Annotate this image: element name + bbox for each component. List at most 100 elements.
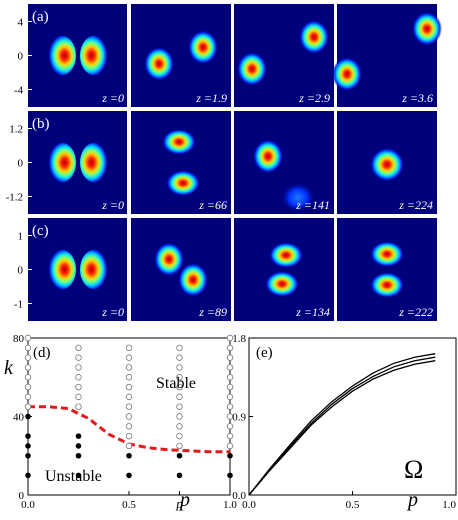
stable-point: [125, 432, 133, 440]
stable-point: [24, 334, 32, 342]
stable-point: [75, 403, 82, 410]
density-blob: [162, 128, 196, 155]
density-panel: z =89: [131, 218, 231, 321]
density-blob: [178, 262, 208, 297]
stable-point: [226, 413, 234, 420]
x-tick-label: 1.0: [442, 499, 456, 511]
frequency-panel: 0.0 0.5 1.0 0.0 0.9 1.8 (e) Ω p: [232, 333, 457, 511]
density-blob: [46, 249, 76, 290]
density-panel: z =2.9: [234, 4, 334, 107]
stable-point: [125, 442, 133, 450]
row-y-tick-label: -4: [14, 84, 24, 96]
region-label-unstable: Unstable: [45, 468, 102, 485]
stable-point: [176, 374, 183, 381]
stable-point: [226, 334, 234, 342]
density-blob: [370, 271, 404, 298]
panel-background: [234, 218, 334, 321]
y-tick-label: 0.9: [232, 412, 246, 424]
panel-label: (a): [32, 9, 49, 25]
density-panel: z =0 (b): [28, 111, 128, 214]
row-y-tick-label: -1: [14, 298, 23, 310]
density-blob: [370, 147, 404, 182]
unstable-point: [25, 413, 31, 420]
x-tick-label: 1.0: [223, 499, 237, 511]
stable-point: [176, 364, 183, 371]
stable-point: [125, 374, 133, 381]
density-panel: z =0 (a): [28, 4, 128, 107]
density-blob: [46, 142, 76, 183]
stable-point: [24, 364, 32, 371]
unstable-point: [25, 472, 31, 479]
row-y-tick-label: 1: [18, 231, 24, 243]
stable-point: [125, 354, 133, 361]
z-label: z =89: [198, 305, 227, 319]
stable-point: [75, 374, 82, 381]
stable-point: [226, 344, 234, 352]
frequency-curve: [248, 356, 436, 496]
panel-background: [131, 111, 231, 214]
stable-point: [125, 423, 133, 430]
density-blob: [281, 182, 315, 213]
stable-point: [75, 383, 82, 391]
row-y-tick-label: 0: [18, 265, 24, 277]
x-tick-label: 0.5: [122, 499, 136, 511]
stable-point: [226, 364, 234, 371]
stable-point: [125, 393, 133, 401]
density-panel: z =141: [234, 111, 334, 214]
density-blob: [144, 46, 174, 81]
unstable-point: [126, 452, 132, 459]
stable-point: [226, 432, 234, 440]
density-panel: z =134: [234, 218, 334, 321]
y-tick-label: 80: [13, 333, 25, 345]
unstable-point: [25, 443, 31, 449]
density-panel: z =224: [337, 111, 437, 214]
omega-annotation: Ω: [404, 455, 423, 484]
panel-label: (b): [32, 116, 50, 132]
density-blob: [253, 139, 283, 174]
phase-diagram-y-label: k: [4, 357, 14, 379]
panel-label: (c): [32, 223, 49, 239]
stable-point: [24, 383, 32, 391]
stable-point: [125, 413, 133, 420]
y-tick-label: 0.0: [232, 490, 246, 502]
density-blob: [80, 142, 110, 183]
stable-point: [226, 423, 234, 430]
density-blob: [265, 270, 299, 297]
density-blob: [269, 242, 303, 269]
density-blob: [80, 35, 110, 76]
unstable-point: [25, 433, 31, 439]
frequency-x-label: p: [406, 489, 418, 511]
stable-point: [75, 364, 82, 371]
region-label-stable: Stable: [156, 375, 196, 392]
density-blob: [237, 51, 267, 86]
panel-background: [131, 218, 231, 321]
density-blob: [80, 249, 110, 290]
density-blob: [370, 241, 404, 268]
stable-point: [176, 423, 183, 430]
stable-point: [24, 374, 32, 381]
stable-point: [226, 374, 234, 381]
stable-point: [125, 403, 133, 410]
unstable-point: [176, 472, 183, 479]
stable-point: [24, 393, 32, 401]
panel-label-e: (e): [256, 345, 273, 361]
phase-diagram-x-label: p: [178, 489, 190, 511]
z-label: z =0: [101, 91, 124, 105]
density-blob: [188, 30, 218, 65]
z-label: z =141: [295, 198, 330, 212]
row-y-tick-label: 1.2: [9, 124, 23, 136]
y-tick-label: 0: [19, 490, 25, 502]
frequency-frame: [248, 337, 457, 496]
stable-point: [125, 364, 133, 371]
density-blob: [46, 35, 76, 76]
density-row-1: z =0 (b) z =66 z =141 z =224 1.2 0 -1.2: [6, 111, 437, 214]
density-blob: [299, 19, 329, 54]
row-y-tick-label: 4: [18, 17, 24, 29]
x-tick-label: 0.5: [346, 499, 360, 511]
stable-point: [226, 442, 234, 450]
stable-point: [24, 354, 32, 361]
unstable-point: [176, 452, 183, 459]
z-label: z =0: [101, 198, 124, 212]
stable-point: [176, 432, 183, 440]
